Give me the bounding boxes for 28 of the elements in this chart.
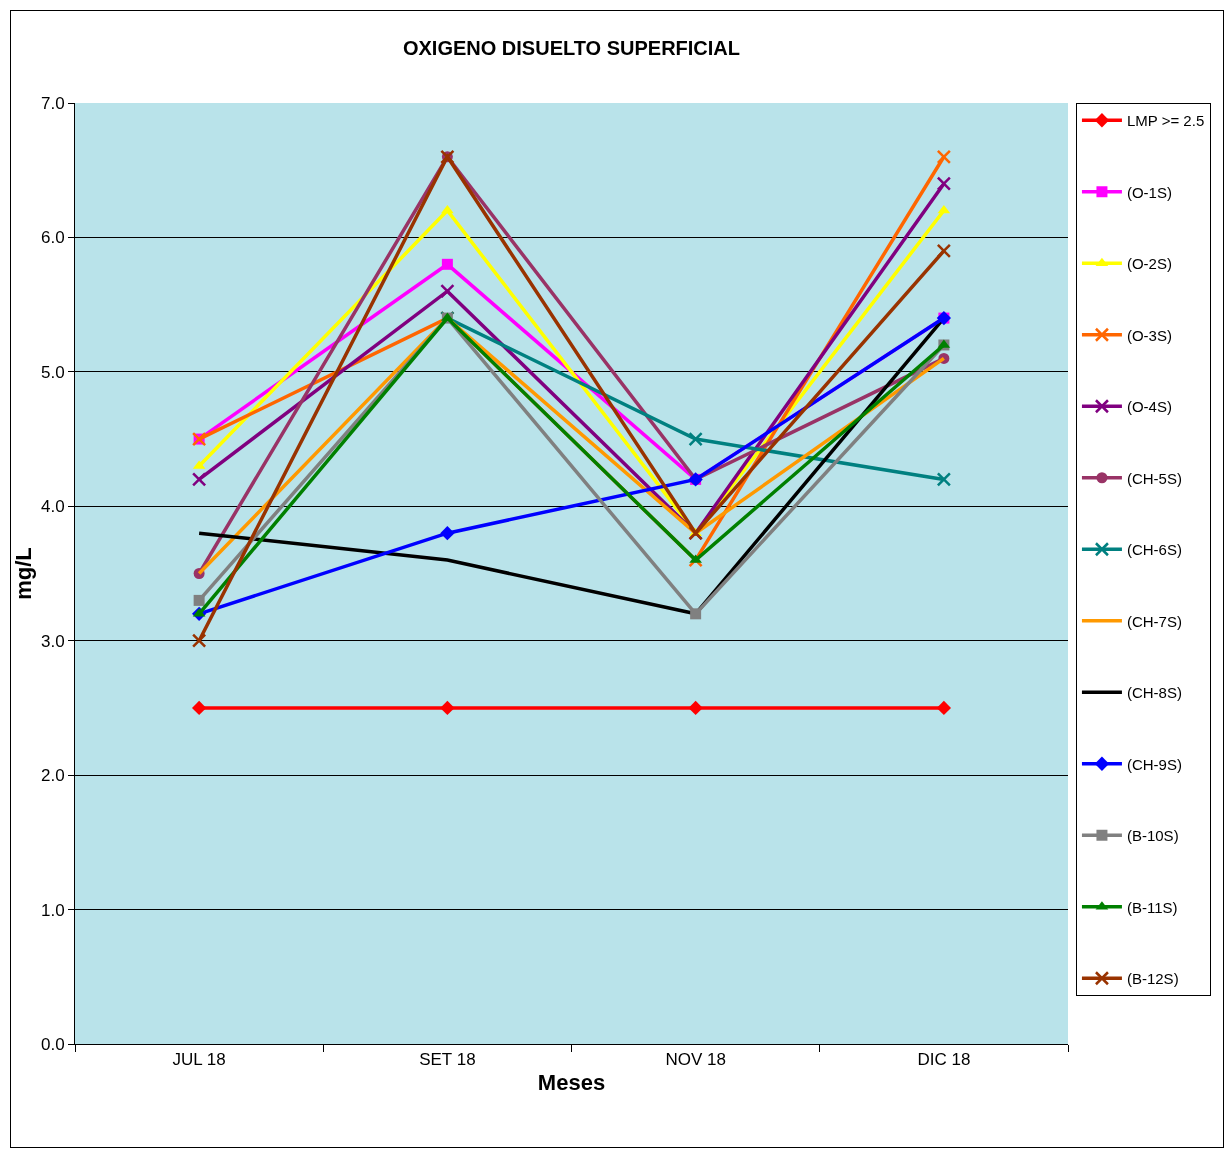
y-tick-label: 5.0 (40, 362, 65, 382)
legend-label: (CH-5S) (1126, 469, 1182, 487)
legend-label: LMP >= 2.5 (1126, 112, 1205, 130)
x-tick-label: NOV 18 (665, 1050, 726, 1070)
y-tick-label: 0.0 (40, 1034, 65, 1054)
x-tick-label: DIC 18 (917, 1050, 971, 1070)
legend-label: (CH-6S) (1126, 541, 1182, 559)
legend-label: (B-11S) (1126, 898, 1178, 916)
y-tick-label: 6.0 (40, 228, 65, 248)
chart-title: OXIGENO DISUELTO SUPERFICIAL (402, 37, 741, 59)
legend-label: (CH-9S) (1126, 755, 1182, 773)
legend-label: (O-1S) (1126, 183, 1172, 201)
legend-label: (B-10S) (1126, 827, 1179, 845)
legend-label: (CH-8S) (1126, 684, 1182, 702)
y-tick-label: 3.0 (40, 631, 65, 651)
y-tick-label: 1.0 (40, 900, 65, 920)
legend-label: (CH-7S) (1126, 612, 1182, 630)
x-axis-title: Meses (537, 1070, 606, 1096)
legend-label: (B-12S) (1126, 970, 1179, 988)
legend-label: (O-3S) (1126, 326, 1172, 344)
y-tick-label: 4.0 (40, 497, 65, 517)
x-tick-label: SET 18 (419, 1050, 476, 1070)
y-tick-label: 7.0 (40, 93, 65, 113)
y-tick-label: 2.0 (40, 766, 65, 786)
legend-label: (O-2S) (1126, 255, 1172, 273)
x-tick-label: JUL 18 (172, 1050, 226, 1070)
legend-label: (O-4S) (1126, 398, 1172, 416)
y-axis-title: mg/L (11, 547, 36, 600)
